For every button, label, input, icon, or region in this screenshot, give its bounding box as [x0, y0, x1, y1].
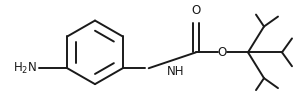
Text: H$_2$N: H$_2$N — [13, 61, 37, 76]
Text: NH: NH — [167, 65, 185, 78]
Text: O: O — [217, 46, 226, 59]
Text: O: O — [192, 4, 201, 17]
